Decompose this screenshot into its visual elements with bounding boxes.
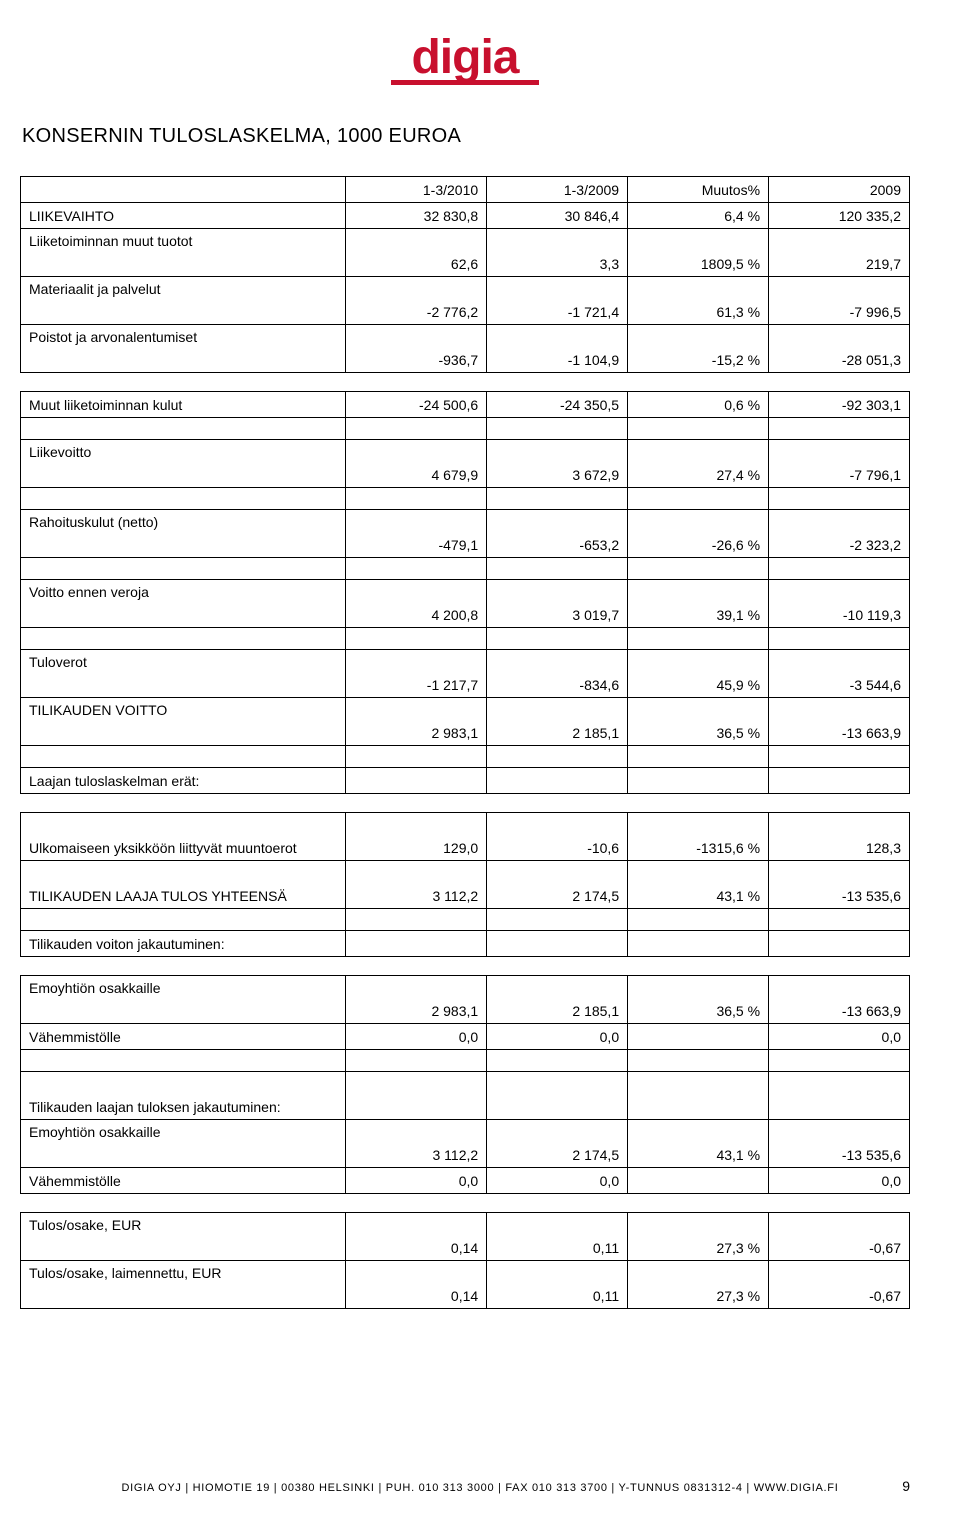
row-tulos-laim: Tulos/osake, laimennettu, EUR 0,14 0,11 …: [21, 1261, 910, 1309]
row-muut-tuotot: Liiketoiminnan muut tuotot 62,6 3,3 1809…: [21, 229, 910, 277]
income-table-4: Emoyhtiön osakkaille 2 983,1 2 185,1 36,…: [20, 975, 910, 1194]
row-voitto-ennen: Voitto ennen veroja 4 200,8 3 019,7 39,1…: [21, 580, 910, 628]
col-3: Muutos%: [628, 177, 769, 203]
page-title: KONSERNIN TULOSLASKELMA, 1000 EUROA: [22, 125, 910, 148]
row-materiaalit: Materiaalit ja palvelut -2 776,2 -1 721,…: [21, 277, 910, 325]
row-rahoituskulut: Rahoituskulut (netto) -479,1 -653,2 -26,…: [21, 510, 910, 558]
logo-text: digia: [391, 30, 539, 85]
col-4: 2009: [769, 177, 910, 203]
income-table-1: 1-3/2010 1-3/2009 Muutos% 2009 LIIKEVAIH…: [20, 176, 910, 373]
row-vah-2: Vähemmistölle 0,0 0,0 0,0: [21, 1168, 910, 1194]
row-laaja-yhteensa: TILIKAUDEN LAAJA TULOS YHTEENSÄ 3 112,2 …: [21, 861, 910, 909]
col-2: 1-3/2009: [487, 177, 628, 203]
row-liikevaihto: LIIKEVAIHTO 32 830,8 30 846,4 6,4 % 120 …: [21, 203, 910, 229]
digia-logo: digia: [391, 30, 539, 85]
row-laajan-erat: Laajan tuloslaskelman erät:: [21, 768, 910, 794]
row-vah-1: Vähemmistölle 0,0 0,0 0,0: [21, 1024, 910, 1050]
row-tulos-osake: Tulos/osake, EUR 0,14 0,11 27,3 % -0,67: [21, 1213, 910, 1261]
page-number: 9: [902, 1478, 910, 1494]
row-tuloverot: Tuloverot -1 217,7 -834,6 45,9 % -3 544,…: [21, 650, 910, 698]
header-row: 1-3/2010 1-3/2009 Muutos% 2009: [21, 177, 910, 203]
row-tilikauden-voitto: TILIKAUDEN VOITTO 2 983,1 2 185,1 36,5 %…: [21, 698, 910, 746]
income-table-5: Tulos/osake, EUR 0,14 0,11 27,3 % -0,67 …: [20, 1212, 910, 1309]
row-liikevoitto: Liikevoitto 4 679,9 3 672,9 27,4 % -7 79…: [21, 440, 910, 488]
row-laajan-jakautuminen: Tilikauden laajan tuloksen jakautuminen:: [21, 1072, 910, 1120]
row-ulkomaiseen: Ulkomaiseen yksikköön liittyvät muuntoer…: [21, 813, 910, 861]
row-emo-2: Emoyhtiön osakkaille 3 112,2 2 174,5 43,…: [21, 1120, 910, 1168]
col-1: 1-3/2010: [346, 177, 487, 203]
logo-block: digia: [20, 30, 910, 85]
row-voiton-jakautuminen: Tilikauden voiton jakautuminen:: [21, 931, 910, 957]
footer-text: DIGIA OYJ | HIOMOTIE 19 | 00380 HELSINKI…: [0, 1482, 960, 1494]
row-poistot: Poistot ja arvonalentumiset -936,7 -1 10…: [21, 325, 910, 373]
income-table-3: Ulkomaiseen yksikköön liittyvät muuntoer…: [20, 812, 910, 957]
row-emo-1: Emoyhtiön osakkaille 2 983,1 2 185,1 36,…: [21, 976, 910, 1024]
row-muut-kulut: Muut liiketoiminnan kulut -24 500,6 -24 …: [21, 392, 910, 418]
income-table-2: Muut liiketoiminnan kulut -24 500,6 -24 …: [20, 391, 910, 794]
